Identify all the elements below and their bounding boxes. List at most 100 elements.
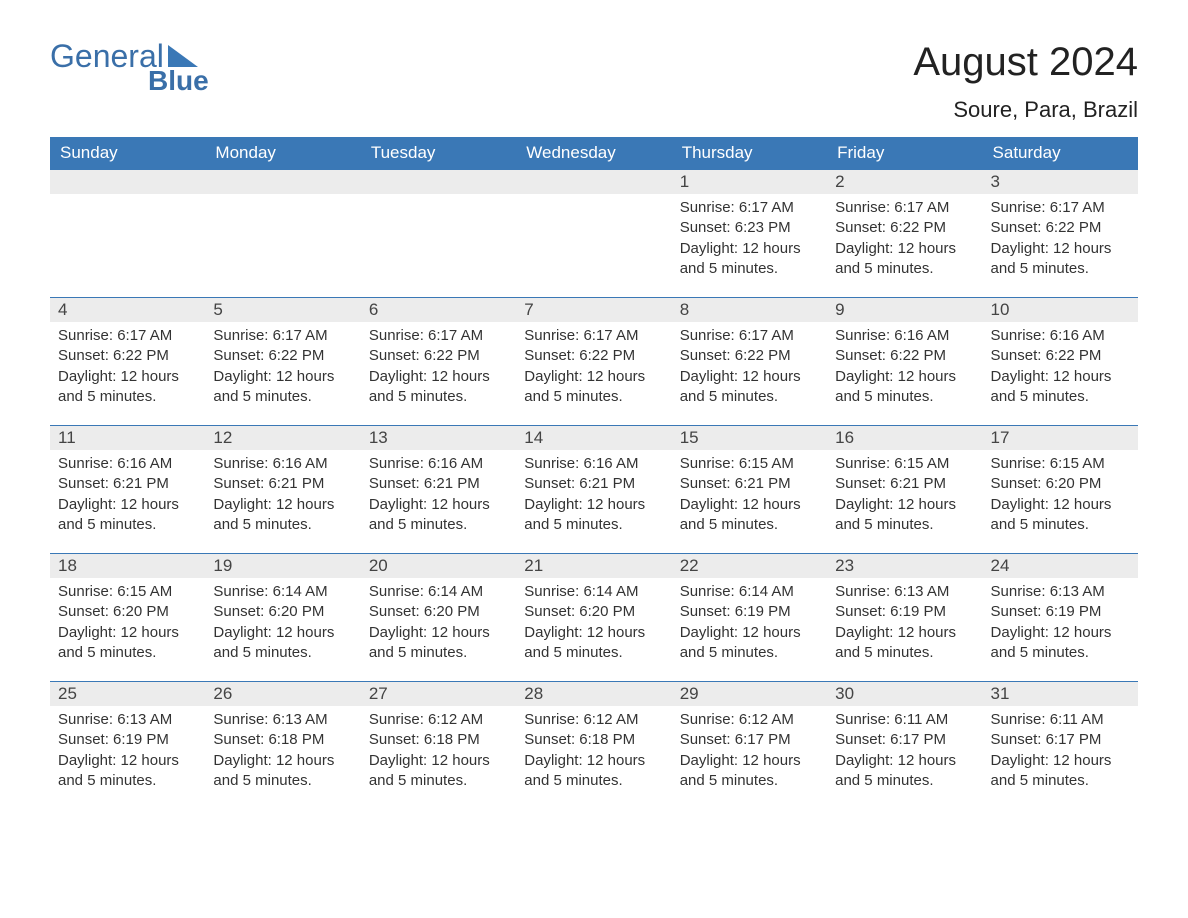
day-details: Sunrise: 6:15 AMSunset: 6:21 PMDaylight:… — [827, 450, 982, 543]
day-details: Sunrise: 6:12 AMSunset: 6:18 PMDaylight:… — [516, 706, 671, 799]
day-number: 19 — [205, 553, 360, 578]
day-number: 6 — [361, 297, 516, 322]
sunrise-line: Sunrise: 6:12 AM — [680, 710, 819, 730]
day-details: Sunrise: 6:14 AMSunset: 6:19 PMDaylight:… — [672, 578, 827, 671]
sunrise-line: Sunrise: 6:15 AM — [680, 454, 819, 474]
day-details: Sunrise: 6:16 AMSunset: 6:21 PMDaylight:… — [361, 450, 516, 543]
day-number: 15 — [672, 425, 827, 450]
sunset-line: Sunset: 6:20 PM — [524, 602, 663, 622]
day-number: 4 — [50, 297, 205, 322]
logo-triangle-icon — [168, 45, 198, 67]
sunset-line: Sunset: 6:22 PM — [835, 346, 974, 366]
calendar-cell: 26Sunrise: 6:13 AMSunset: 6:18 PMDayligh… — [205, 681, 360, 809]
day-details: Sunrise: 6:14 AMSunset: 6:20 PMDaylight:… — [205, 578, 360, 671]
day-number: 9 — [827, 297, 982, 322]
calendar-cell: 29Sunrise: 6:12 AMSunset: 6:17 PMDayligh… — [672, 681, 827, 809]
daylight-line: Daylight: 12 hours and 5 minutes. — [369, 623, 508, 664]
daylight-line: Daylight: 12 hours and 5 minutes. — [680, 239, 819, 280]
calendar-cell: 1Sunrise: 6:17 AMSunset: 6:23 PMDaylight… — [672, 169, 827, 297]
weekday-header: Thursday — [672, 137, 827, 169]
day-details: Sunrise: 6:17 AMSunset: 6:22 PMDaylight:… — [516, 322, 671, 415]
daylight-line: Daylight: 12 hours and 5 minutes. — [680, 751, 819, 792]
calendar-cell: 23Sunrise: 6:13 AMSunset: 6:19 PMDayligh… — [827, 553, 982, 681]
sunset-line: Sunset: 6:18 PM — [213, 730, 352, 750]
day-details: Sunrise: 6:13 AMSunset: 6:19 PMDaylight:… — [50, 706, 205, 799]
day-number-bar-empty — [50, 169, 205, 194]
daylight-line: Daylight: 12 hours and 5 minutes. — [369, 751, 508, 792]
sunset-line: Sunset: 6:22 PM — [991, 218, 1130, 238]
sunrise-line: Sunrise: 6:15 AM — [58, 582, 197, 602]
sunrise-line: Sunrise: 6:16 AM — [835, 326, 974, 346]
sunrise-line: Sunrise: 6:16 AM — [991, 326, 1130, 346]
sunset-line: Sunset: 6:22 PM — [524, 346, 663, 366]
daylight-line: Daylight: 12 hours and 5 minutes. — [524, 623, 663, 664]
day-number: 2 — [827, 169, 982, 194]
sunrise-line: Sunrise: 6:13 AM — [835, 582, 974, 602]
daylight-line: Daylight: 12 hours and 5 minutes. — [369, 495, 508, 536]
calendar-cell: 12Sunrise: 6:16 AMSunset: 6:21 PMDayligh… — [205, 425, 360, 553]
sunset-line: Sunset: 6:22 PM — [835, 218, 974, 238]
sunset-line: Sunset: 6:20 PM — [369, 602, 508, 622]
sunrise-line: Sunrise: 6:14 AM — [369, 582, 508, 602]
calendar-cell — [205, 169, 360, 297]
day-number: 17 — [983, 425, 1138, 450]
day-details: Sunrise: 6:13 AMSunset: 6:19 PMDaylight:… — [983, 578, 1138, 671]
sunset-line: Sunset: 6:17 PM — [680, 730, 819, 750]
day-number: 31 — [983, 681, 1138, 706]
sunset-line: Sunset: 6:22 PM — [58, 346, 197, 366]
sunset-line: Sunset: 6:23 PM — [680, 218, 819, 238]
sunrise-line: Sunrise: 6:13 AM — [58, 710, 197, 730]
day-number: 30 — [827, 681, 982, 706]
day-details: Sunrise: 6:16 AMSunset: 6:21 PMDaylight:… — [205, 450, 360, 543]
calendar-cell: 4Sunrise: 6:17 AMSunset: 6:22 PMDaylight… — [50, 297, 205, 425]
day-number-bar-empty — [361, 169, 516, 194]
daylight-line: Daylight: 12 hours and 5 minutes. — [524, 367, 663, 408]
daylight-line: Daylight: 12 hours and 5 minutes. — [835, 751, 974, 792]
day-number: 13 — [361, 425, 516, 450]
sunset-line: Sunset: 6:20 PM — [58, 602, 197, 622]
calendar-cell: 8Sunrise: 6:17 AMSunset: 6:22 PMDaylight… — [672, 297, 827, 425]
daylight-line: Daylight: 12 hours and 5 minutes. — [58, 623, 197, 664]
calendar-cell: 10Sunrise: 6:16 AMSunset: 6:22 PMDayligh… — [983, 297, 1138, 425]
title-block: August 2024 Soure, Para, Brazil — [913, 40, 1138, 123]
calendar-cell: 27Sunrise: 6:12 AMSunset: 6:18 PMDayligh… — [361, 681, 516, 809]
calendar-cell: 2Sunrise: 6:17 AMSunset: 6:22 PMDaylight… — [827, 169, 982, 297]
calendar-cell: 5Sunrise: 6:17 AMSunset: 6:22 PMDaylight… — [205, 297, 360, 425]
location-text: Soure, Para, Brazil — [913, 97, 1138, 123]
day-details: Sunrise: 6:13 AMSunset: 6:18 PMDaylight:… — [205, 706, 360, 799]
daylight-line: Daylight: 12 hours and 5 minutes. — [369, 367, 508, 408]
calendar-cell: 15Sunrise: 6:15 AMSunset: 6:21 PMDayligh… — [672, 425, 827, 553]
day-number: 25 — [50, 681, 205, 706]
sunset-line: Sunset: 6:22 PM — [680, 346, 819, 366]
header: General Blue August 2024 Soure, Para, Br… — [50, 40, 1138, 123]
brand-text-2: Blue — [148, 68, 209, 93]
calendar-body: 1Sunrise: 6:17 AMSunset: 6:23 PMDaylight… — [50, 169, 1138, 809]
day-details: Sunrise: 6:17 AMSunset: 6:22 PMDaylight:… — [672, 322, 827, 415]
day-details: Sunrise: 6:12 AMSunset: 6:18 PMDaylight:… — [361, 706, 516, 799]
day-number: 16 — [827, 425, 982, 450]
calendar-cell: 24Sunrise: 6:13 AMSunset: 6:19 PMDayligh… — [983, 553, 1138, 681]
sunrise-line: Sunrise: 6:11 AM — [991, 710, 1130, 730]
calendar-cell: 14Sunrise: 6:16 AMSunset: 6:21 PMDayligh… — [516, 425, 671, 553]
day-details: Sunrise: 6:16 AMSunset: 6:21 PMDaylight:… — [50, 450, 205, 543]
brand-text-1: General — [50, 40, 164, 72]
sunrise-line: Sunrise: 6:17 AM — [213, 326, 352, 346]
day-number: 5 — [205, 297, 360, 322]
sunrise-line: Sunrise: 6:17 AM — [991, 198, 1130, 218]
day-details: Sunrise: 6:15 AMSunset: 6:20 PMDaylight:… — [50, 578, 205, 671]
day-number-bar-empty — [205, 169, 360, 194]
daylight-line: Daylight: 12 hours and 5 minutes. — [524, 751, 663, 792]
calendar-row: 25Sunrise: 6:13 AMSunset: 6:19 PMDayligh… — [50, 681, 1138, 809]
sunset-line: Sunset: 6:19 PM — [835, 602, 974, 622]
daylight-line: Daylight: 12 hours and 5 minutes. — [213, 367, 352, 408]
calendar-cell: 16Sunrise: 6:15 AMSunset: 6:21 PMDayligh… — [827, 425, 982, 553]
sunrise-line: Sunrise: 6:13 AM — [213, 710, 352, 730]
sunrise-line: Sunrise: 6:16 AM — [369, 454, 508, 474]
day-number: 11 — [50, 425, 205, 450]
weekday-header: Saturday — [983, 137, 1138, 169]
calendar-cell: 13Sunrise: 6:16 AMSunset: 6:21 PMDayligh… — [361, 425, 516, 553]
day-details: Sunrise: 6:11 AMSunset: 6:17 PMDaylight:… — [827, 706, 982, 799]
sunset-line: Sunset: 6:21 PM — [835, 474, 974, 494]
calendar-row: 1Sunrise: 6:17 AMSunset: 6:23 PMDaylight… — [50, 169, 1138, 297]
day-details: Sunrise: 6:17 AMSunset: 6:22 PMDaylight:… — [50, 322, 205, 415]
